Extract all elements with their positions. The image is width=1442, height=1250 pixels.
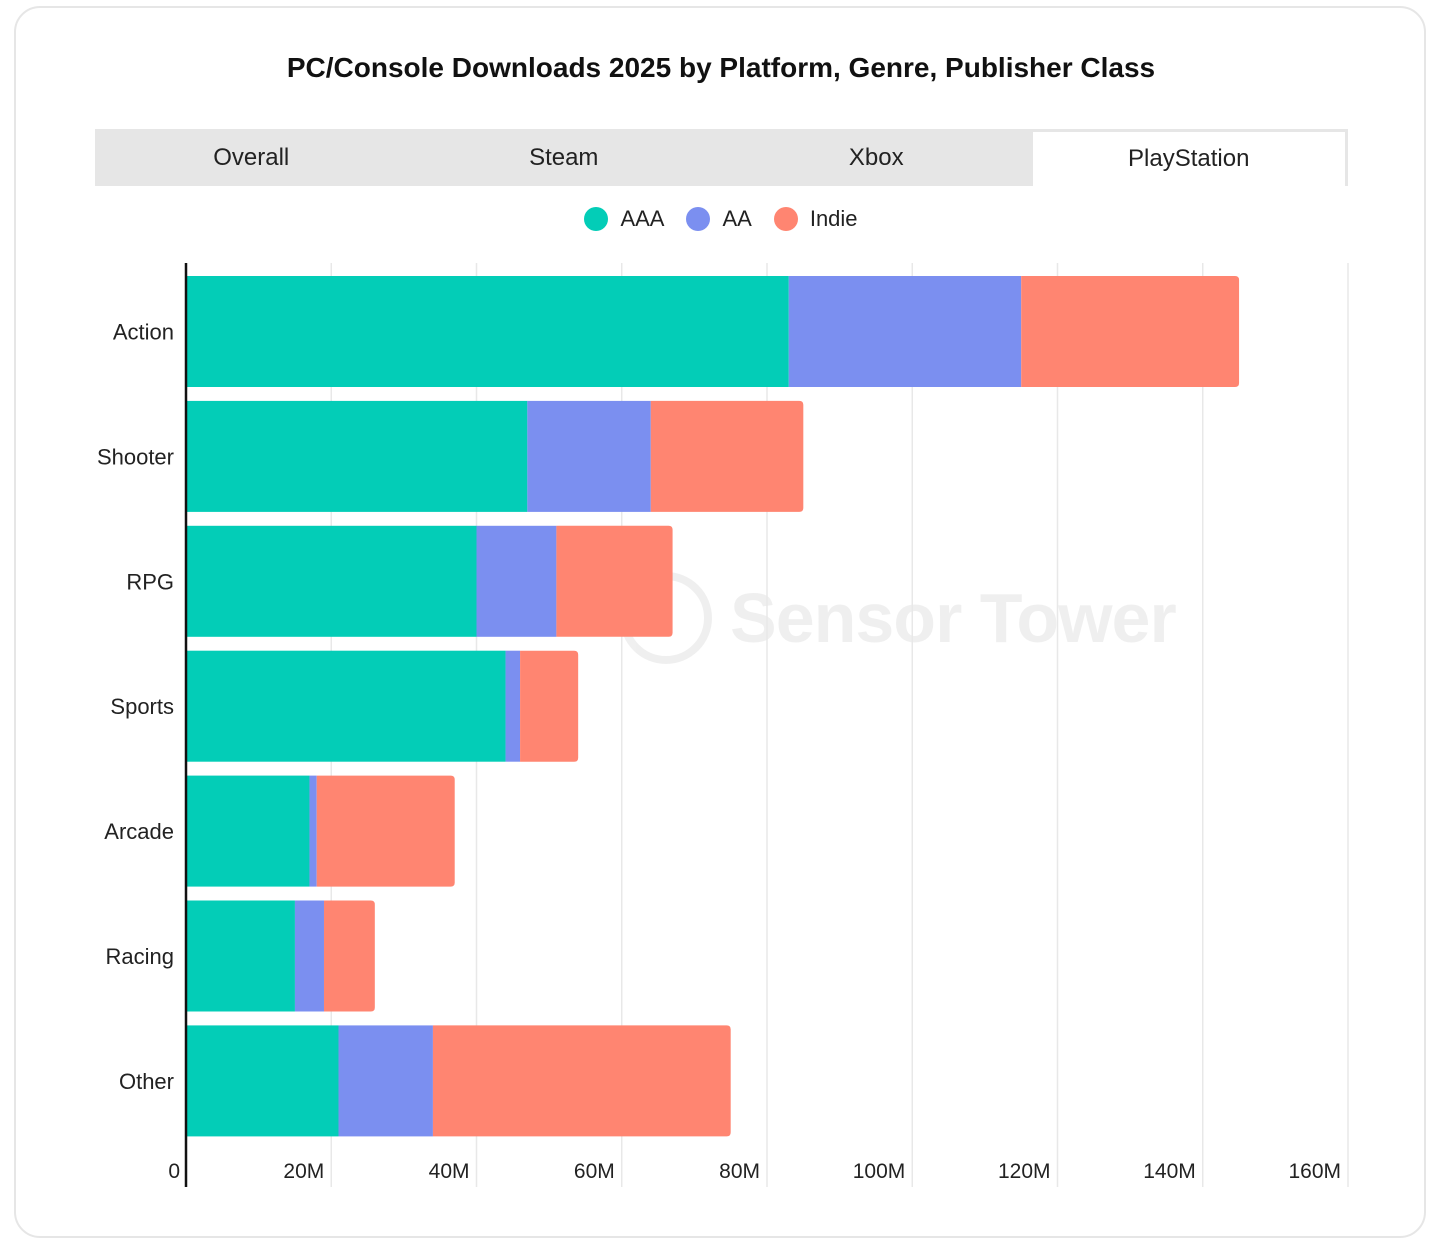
bar-aa <box>476 525 557 637</box>
category-label: RPG <box>126 569 174 594</box>
bar-indie <box>520 650 579 762</box>
bar-indie <box>316 775 455 887</box>
bar-aa <box>505 650 521 762</box>
tab-playstation[interactable]: PlayStation <box>1032 132 1345 186</box>
chart-title: PC/Console Downloads 2025 by Platform, G… <box>286 52 1156 83</box>
bar-aa <box>527 400 651 512</box>
legend-label: AAA <box>620 206 665 231</box>
tab-label: Steam <box>529 143 599 171</box>
legend-item-aaa[interactable]: AAA <box>584 206 664 232</box>
x-tick-label: 60M <box>574 1160 615 1183</box>
bar-indie <box>323 900 375 1012</box>
legend-dot-icon <box>773 207 798 231</box>
legend-dot-icon <box>584 207 609 231</box>
bar-aa <box>788 276 1022 387</box>
bar-aaa <box>186 650 506 762</box>
chart-legend: AAA AA Indie <box>0 206 1442 232</box>
x-tick-label: 80M <box>719 1160 760 1183</box>
bar-aaa <box>186 900 295 1012</box>
category-label: Racing <box>106 944 174 969</box>
tab-label: PlayStation <box>1128 145 1250 172</box>
bar-aaa <box>186 775 310 887</box>
bar-indie <box>432 1025 731 1137</box>
x-tick-label: 100M <box>853 1160 906 1183</box>
x-tick-label: 140M <box>1143 1160 1196 1183</box>
category-label: Arcade <box>104 819 174 844</box>
legend-item-indie[interactable]: Indie <box>773 206 858 232</box>
bar-aa <box>338 1025 433 1137</box>
x-tick-label: 40M <box>429 1160 470 1183</box>
x-tick-label: 0 <box>168 1160 180 1183</box>
legend-label: Indie <box>809 206 858 231</box>
bar-aa <box>309 775 317 887</box>
tab-label: Xbox <box>848 143 904 171</box>
legend-dot-icon <box>686 207 711 231</box>
category-label: Action <box>113 320 174 345</box>
tab-overall[interactable]: Overall <box>95 129 408 186</box>
bar-indie <box>650 400 804 512</box>
tab-xbox[interactable]: Xbox <box>720 129 1033 186</box>
bar-indie <box>556 525 673 637</box>
bar-aaa <box>186 525 477 637</box>
bar-aaa <box>186 276 789 387</box>
x-tick-label: 120M <box>998 1160 1051 1183</box>
platform-tabs: Overall Steam Xbox PlayStation <box>95 129 1348 186</box>
x-tick-label: 160M <box>1288 1160 1341 1183</box>
bar-aa <box>294 900 324 1012</box>
category-label: Shooter <box>97 444 174 469</box>
bar-aaa <box>186 1025 339 1137</box>
tab-label: Overall <box>213 143 290 171</box>
category-label: Other <box>119 1069 174 1094</box>
tab-steam[interactable]: Steam <box>408 129 721 186</box>
bar-aaa <box>186 400 528 512</box>
category-label: Sports <box>110 694 174 719</box>
legend-item-aa[interactable]: AA <box>686 206 752 232</box>
bar-indie <box>1021 276 1240 387</box>
legend-label: AA <box>722 206 752 231</box>
x-tick-label: 20M <box>283 1160 324 1183</box>
